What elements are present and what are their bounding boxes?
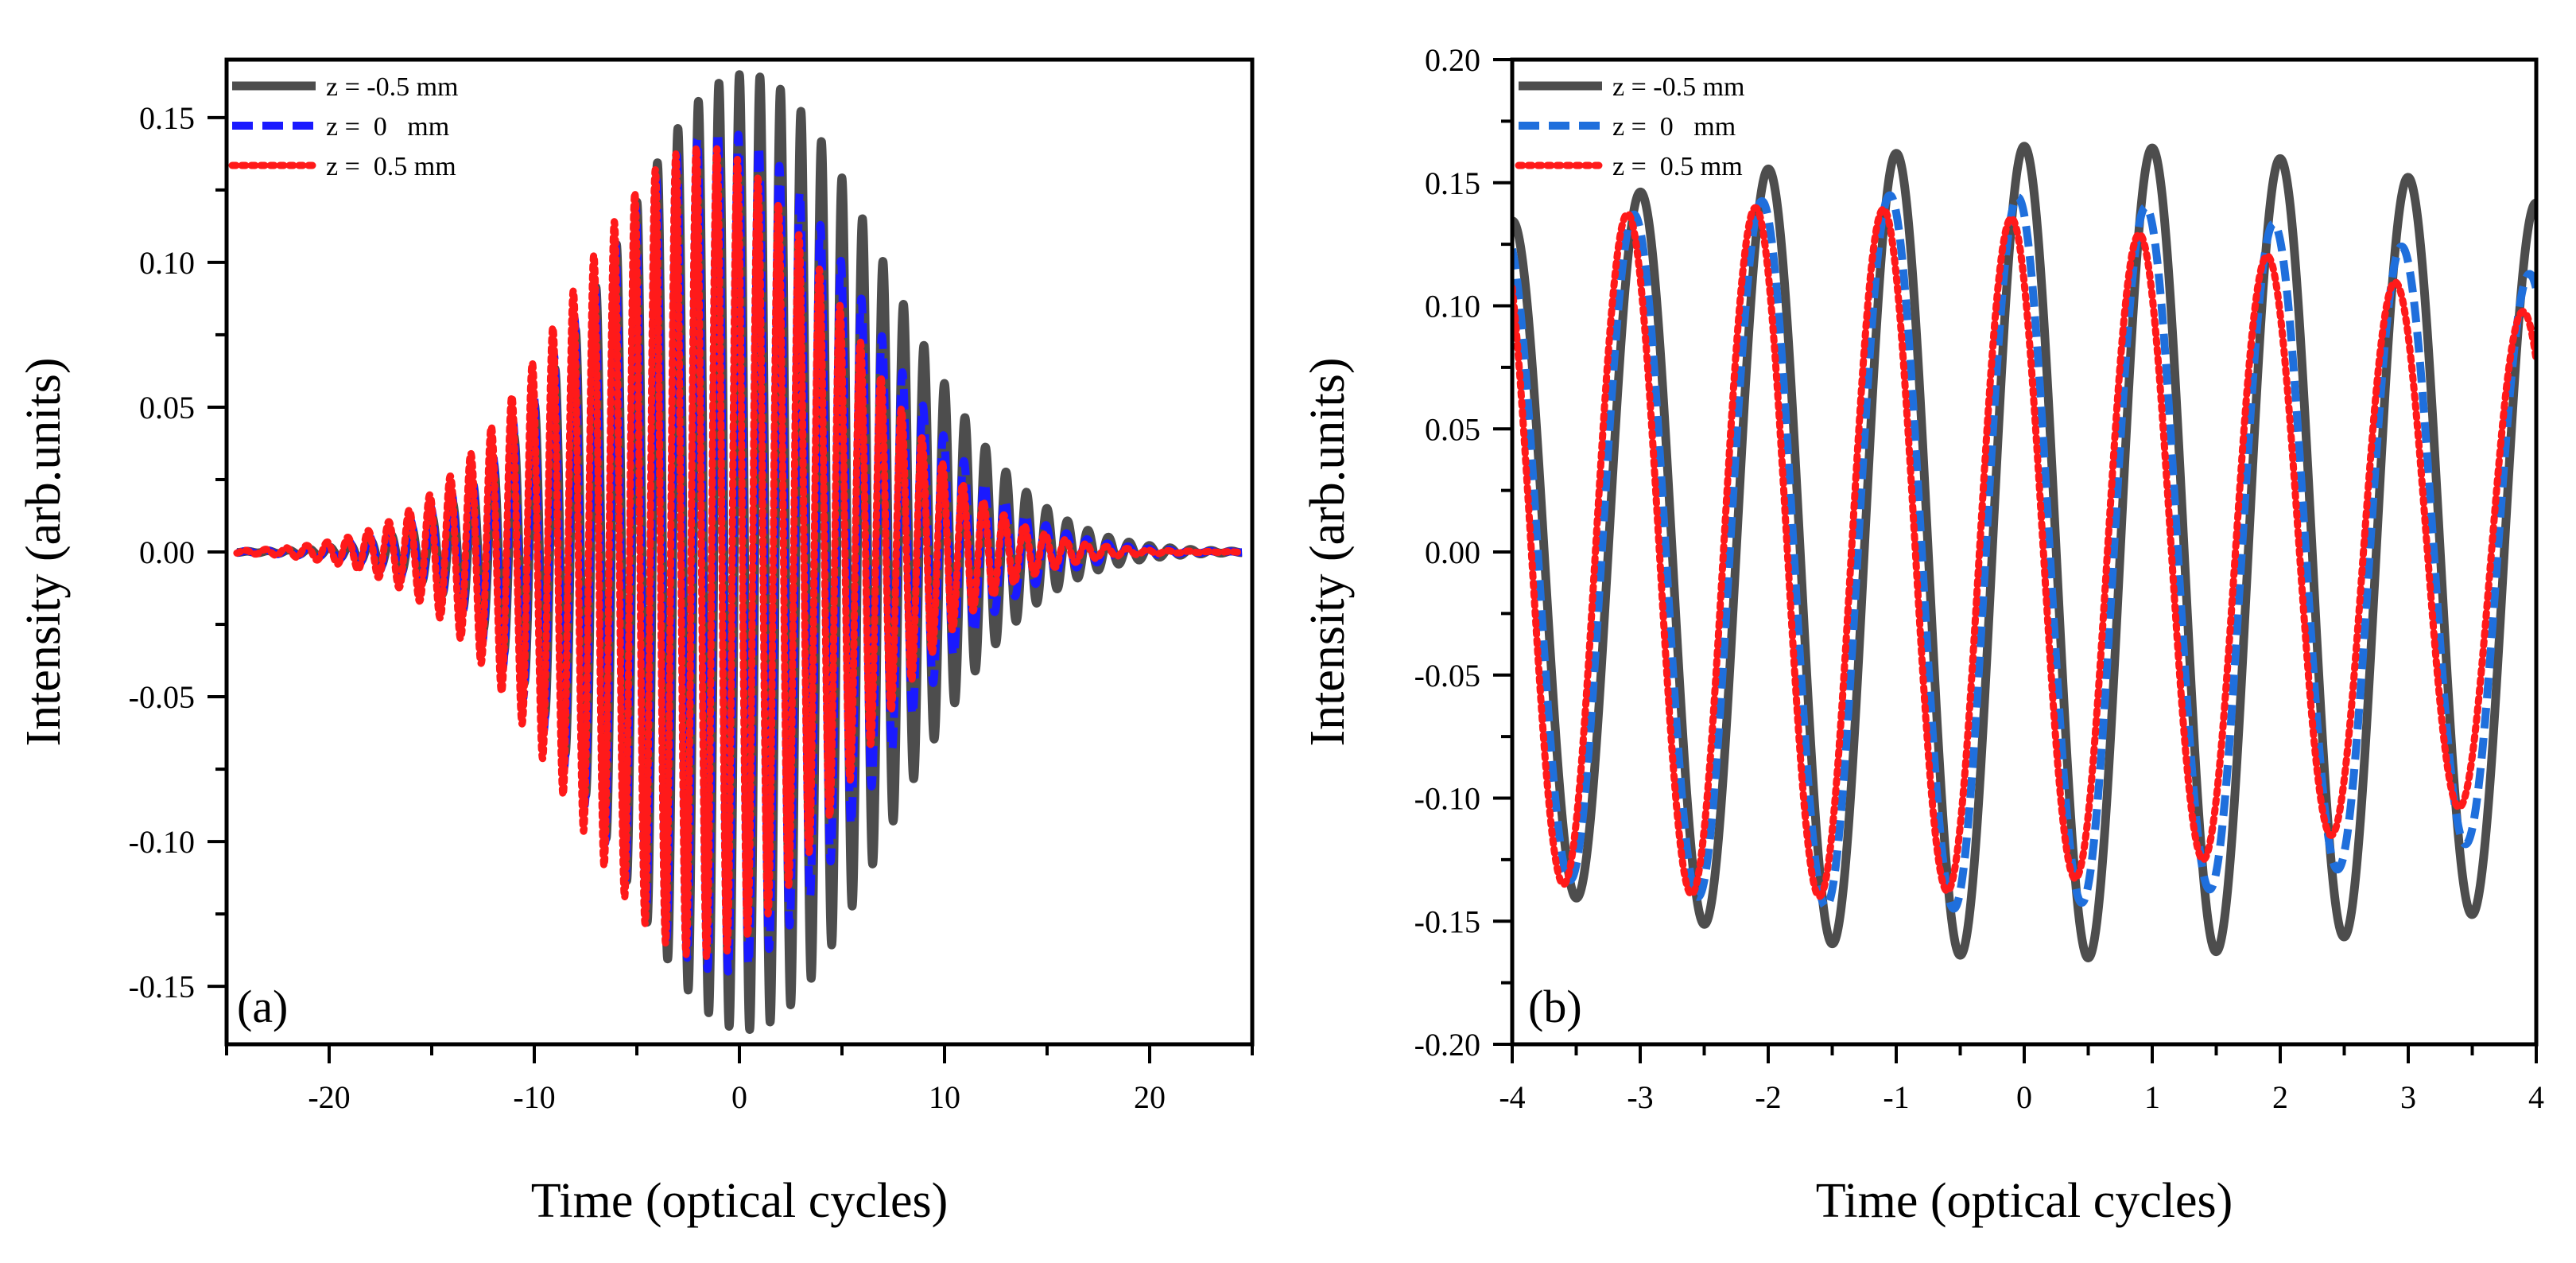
panel-label: (b) — [1528, 981, 1582, 1032]
y-tick-label: -0.10 — [1414, 781, 1480, 817]
series-line-0 — [1512, 142, 2536, 962]
y-tick-label: -0.05 — [129, 679, 195, 715]
panel-a: -20 -10 0 10 20 -0.15 -0.10 -0.05 0.00 0.05 0.10 0.… — [17, 57, 1255, 1228]
series-lines — [1512, 142, 2536, 962]
y-tick-label: 0.00 — [1425, 534, 1480, 570]
legend-label-2: z = 0.5 mm — [1612, 152, 1743, 181]
legend-label-2: z = 0.5 mm — [326, 152, 456, 181]
y-tick-label: 0.10 — [139, 245, 195, 281]
legend: z = -0.5 mm z = 0 mm z = 0.5 mm — [1515, 72, 1744, 181]
panel-label: (a) — [237, 981, 288, 1032]
x-tick-label: -3 — [1627, 1079, 1653, 1115]
x-tick-label: 4 — [2528, 1079, 2544, 1115]
y-tick-label: 0.20 — [1425, 42, 1480, 78]
x-tick-label: -4 — [1499, 1079, 1525, 1115]
series-line-2 — [233, 143, 1246, 961]
legend-label-1: z = 0 mm — [1612, 112, 1736, 142]
legend-label-0: z = -0.5 mm — [1612, 72, 1744, 102]
x-tick-label: -20 — [308, 1079, 350, 1115]
y-tick-label: 0.15 — [1425, 165, 1480, 201]
y-tick-label: 0.00 — [139, 534, 195, 570]
x-tick-label: 1 — [2144, 1079, 2160, 1115]
x-tick-label: 0 — [2016, 1079, 2032, 1115]
y-tick-label: -0.05 — [1414, 658, 1480, 694]
x-tick-label: 20 — [1134, 1079, 1166, 1115]
x-axis-title: Time (optical cycles) — [1816, 1174, 2233, 1228]
x-tick-label: 10 — [929, 1079, 960, 1115]
legend-label-1: z = 0 mm — [326, 112, 449, 142]
series-line-2 — [1512, 204, 2536, 900]
x-tick-label: 3 — [2400, 1079, 2416, 1115]
y-axis-title: Intensity (arb.units) — [1301, 357, 1355, 746]
x-tick-label: 0 — [731, 1079, 747, 1115]
series-line-1 — [1512, 191, 2536, 913]
x-tick-label: -1 — [1883, 1079, 1909, 1115]
y-tick-label: -0.15 — [1414, 904, 1480, 939]
x-tick-label: 2 — [2272, 1079, 2288, 1115]
y-tick-label: -0.15 — [129, 969, 195, 1005]
x-tick-label: -2 — [1755, 1079, 1781, 1115]
legend: z = -0.5 mm z = 0 mm z = 0.5 mm — [228, 72, 458, 181]
x-axis-title: Time (optical cycles) — [531, 1174, 949, 1228]
y-tick-label: -0.20 — [1414, 1027, 1480, 1063]
y-tick-label: 0.15 — [139, 100, 195, 136]
x-tick-label: -10 — [513, 1079, 555, 1115]
y-tick-label: 0.10 — [1425, 289, 1480, 324]
y-tick-label: 0.05 — [1425, 411, 1480, 447]
legend-label-0: z = -0.5 mm — [326, 72, 458, 102]
y-tick-label: -0.10 — [129, 824, 195, 860]
y-axis-title: Intensity (arb.units) — [17, 357, 71, 746]
y-tick-label: 0.05 — [139, 390, 195, 426]
series-lines — [232, 70, 1247, 1034]
panel-b: -4 -3 -2 -1 0 1 2 3 4 -0.20 -0.15 -0.10 -0.05 0.00 0.0… — [1301, 42, 2544, 1228]
